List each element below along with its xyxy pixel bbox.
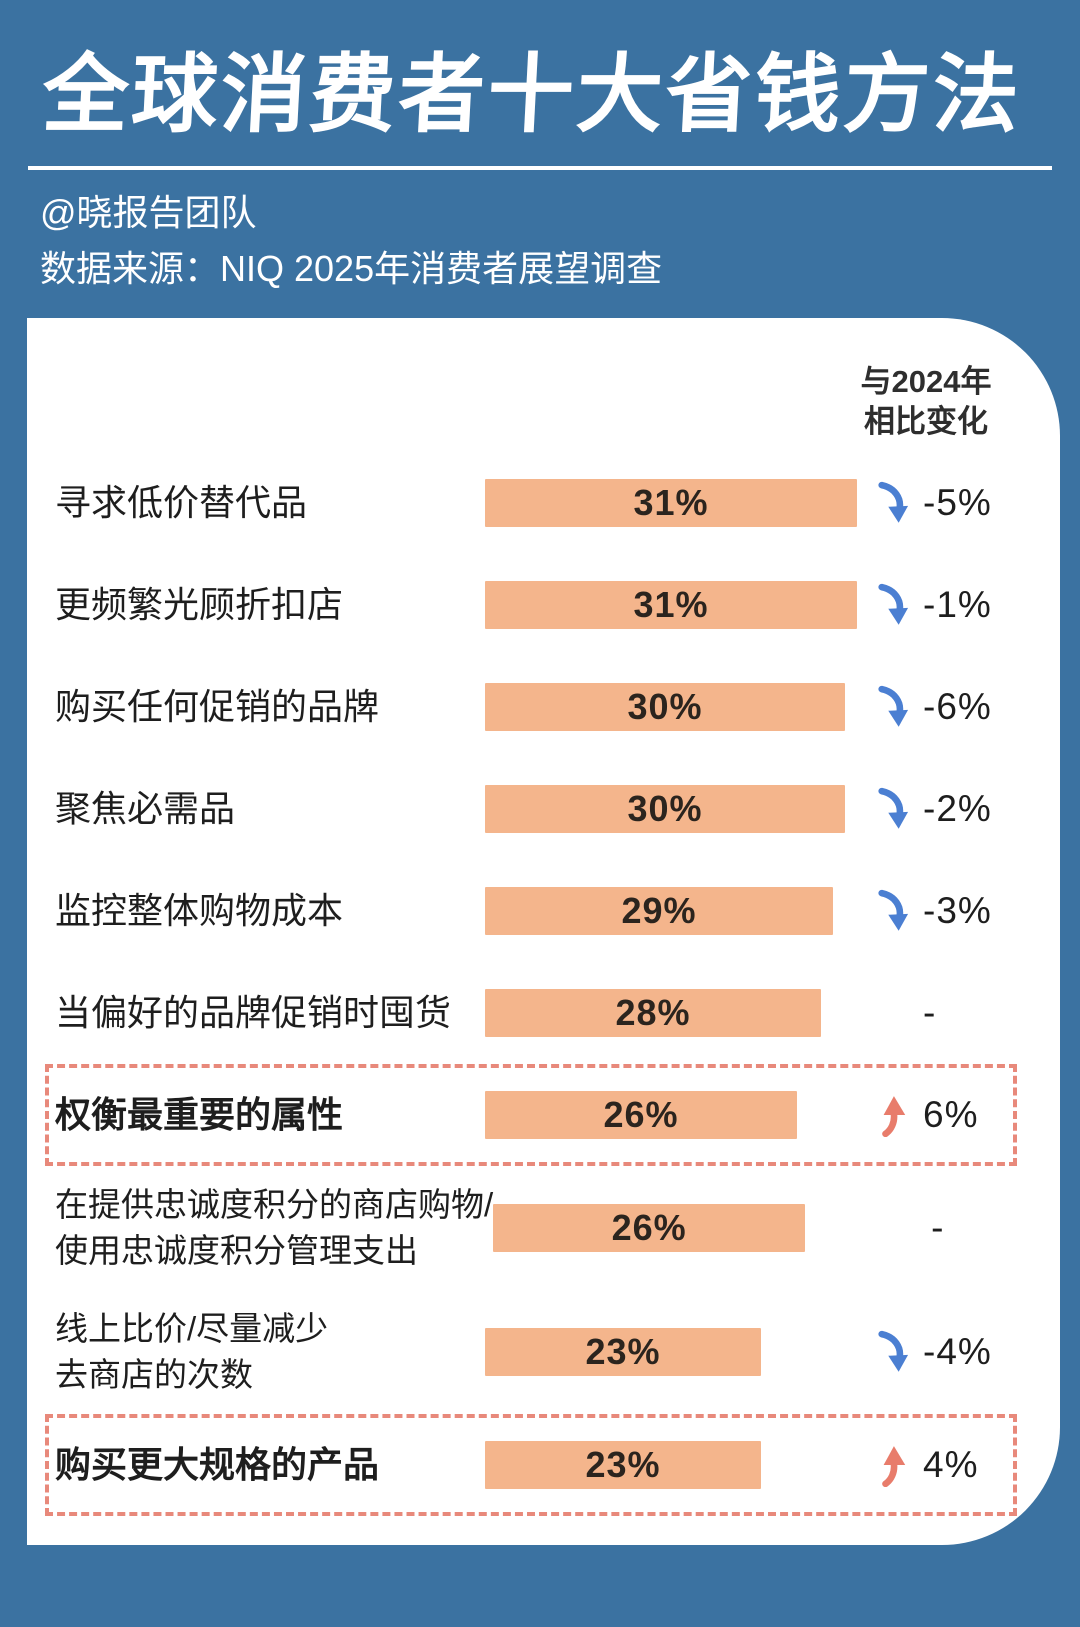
up-arrow-icon xyxy=(877,1443,909,1488)
bar-area: 31% xyxy=(485,581,865,630)
bar: 29% xyxy=(485,887,833,936)
up-arrow-icon xyxy=(877,1093,909,1138)
row-label: 购买更大规格的产品 xyxy=(55,1444,380,1486)
change-value: -5% xyxy=(923,482,992,524)
bar-area: 31% xyxy=(485,479,865,528)
bar-area: 26% xyxy=(485,1091,865,1140)
row-label: 权衡最重要的属性 xyxy=(55,1094,344,1136)
row-label: 监控整体购物成本 xyxy=(55,890,344,932)
change-indicator: -1% xyxy=(865,583,1013,627)
bar-value-label: 31% xyxy=(633,584,709,626)
change-indicator: -4% xyxy=(865,1330,1013,1374)
change-value: -4% xyxy=(923,1331,992,1373)
change-indicator: - xyxy=(873,1206,1021,1250)
down-arrow-icon xyxy=(877,787,909,831)
bar-value-label: 23% xyxy=(585,1444,661,1486)
bar-value-label: 30% xyxy=(627,686,703,728)
bar-area: 23% xyxy=(485,1328,865,1377)
bar: 31% xyxy=(485,479,857,528)
bar: 30% xyxy=(485,683,845,732)
change-column-header: 与2024年 相比变化 xyxy=(860,363,992,440)
down-arrow-icon xyxy=(877,889,909,933)
bar-area: 26% xyxy=(493,1204,873,1253)
change-value: -6% xyxy=(923,686,992,728)
down-arrow-icon xyxy=(877,685,909,729)
row-label: 聚焦必需品 xyxy=(55,788,236,830)
down-arrow-icon xyxy=(877,583,909,627)
change-indicator: -2% xyxy=(865,787,1013,831)
chart-row: 聚焦必需品 30% -2% xyxy=(45,758,1017,860)
bar-value-label: 31% xyxy=(633,482,709,524)
change-indicator: 6% xyxy=(865,1093,1013,1138)
chart-row: 在提供忠诚度积分的商店购物/ 使用忠诚度积分管理支出 26% - xyxy=(45,1166,1017,1290)
poster-header: 全球消费者十大省钱方法 @晓报告团队 数据来源：NIQ 2025年消费者展望调查 xyxy=(0,0,1080,288)
chart-row: 购买任何促销的品牌 30% -6% xyxy=(45,656,1017,758)
change-value: - xyxy=(931,1207,945,1249)
bar-value-label: 26% xyxy=(611,1207,687,1249)
row-label: 当偏好的品牌促销时囤货 xyxy=(55,992,452,1034)
chart-row: 更频繁光顾折扣店 31% -1% xyxy=(45,554,1017,656)
bar-area: 23% xyxy=(485,1441,865,1490)
chart-row: 权衡最重要的属性 26% 6% xyxy=(45,1064,1017,1167)
chart-card: 与2024年 相比变化 寻求低价替代品 31% -5% xyxy=(27,317,1060,1545)
bar: 23% xyxy=(485,1328,761,1377)
title-divider xyxy=(28,165,1052,170)
change-indicator: -3% xyxy=(865,889,1013,933)
bar-value-label: 29% xyxy=(621,890,697,932)
chart-row: 当偏好的品牌促销时囤货 28% - xyxy=(45,962,1017,1064)
row-label: 在提供忠诚度积分的商店购物/ 使用忠诚度积分管理支出 xyxy=(55,1186,494,1270)
change-indicator: - xyxy=(865,991,1013,1035)
down-arrow-icon xyxy=(877,1330,909,1374)
bar-area: 29% xyxy=(485,887,865,936)
row-label: 寻求低价替代品 xyxy=(55,482,308,524)
change-value: -3% xyxy=(923,890,992,932)
bar: 26% xyxy=(493,1204,806,1253)
change-value: -1% xyxy=(923,584,992,626)
bar: 28% xyxy=(485,989,821,1038)
change-value: 6% xyxy=(923,1094,979,1136)
chart-row: 监控整体购物成本 29% -3% xyxy=(45,860,1017,962)
change-indicator: -6% xyxy=(865,685,1013,729)
chart-row: 寻求低价替代品 31% -5% xyxy=(45,452,1017,554)
chart-row: 购买更大规格的产品 23% 4% xyxy=(45,1414,1017,1517)
chart-row: 线上比价/尽量减少 去商店的次数 23% -4% xyxy=(45,1290,1017,1414)
bar: 23% xyxy=(485,1441,761,1490)
bar: 30% xyxy=(485,785,845,834)
bar-area: 30% xyxy=(485,785,865,834)
bar-value-label: 30% xyxy=(627,788,703,830)
bar: 26% xyxy=(485,1091,797,1140)
data-source: 数据来源：NIQ 2025年消费者展望调查 xyxy=(40,247,663,289)
change-indicator: 4% xyxy=(865,1443,1013,1488)
bar-value-label: 28% xyxy=(615,992,691,1034)
change-value: 4% xyxy=(923,1444,979,1486)
bar: 31% xyxy=(485,581,857,630)
down-arrow-icon xyxy=(877,481,909,525)
change-value: -2% xyxy=(923,788,992,830)
chart-rows: 寻求低价替代品 31% -5% 更频繁光顾折扣店 xyxy=(27,452,1060,1517)
change-indicator: -5% xyxy=(865,481,1013,525)
row-label: 更频繁光顾折扣店 xyxy=(55,584,344,626)
bar-value-label: 26% xyxy=(603,1094,679,1136)
change-value: - xyxy=(923,992,937,1034)
bar-area: 28% xyxy=(485,989,865,1038)
page-title: 全球消费者十大省钱方法 xyxy=(40,47,1025,143)
row-label: 购买任何促销的品牌 xyxy=(55,686,380,728)
bar-value-label: 23% xyxy=(585,1331,661,1373)
byline: @晓报告团队 xyxy=(40,191,257,233)
row-label: 线上比价/尽量减少 去商店的次数 xyxy=(55,1310,329,1394)
bar-area: 30% xyxy=(485,683,865,732)
